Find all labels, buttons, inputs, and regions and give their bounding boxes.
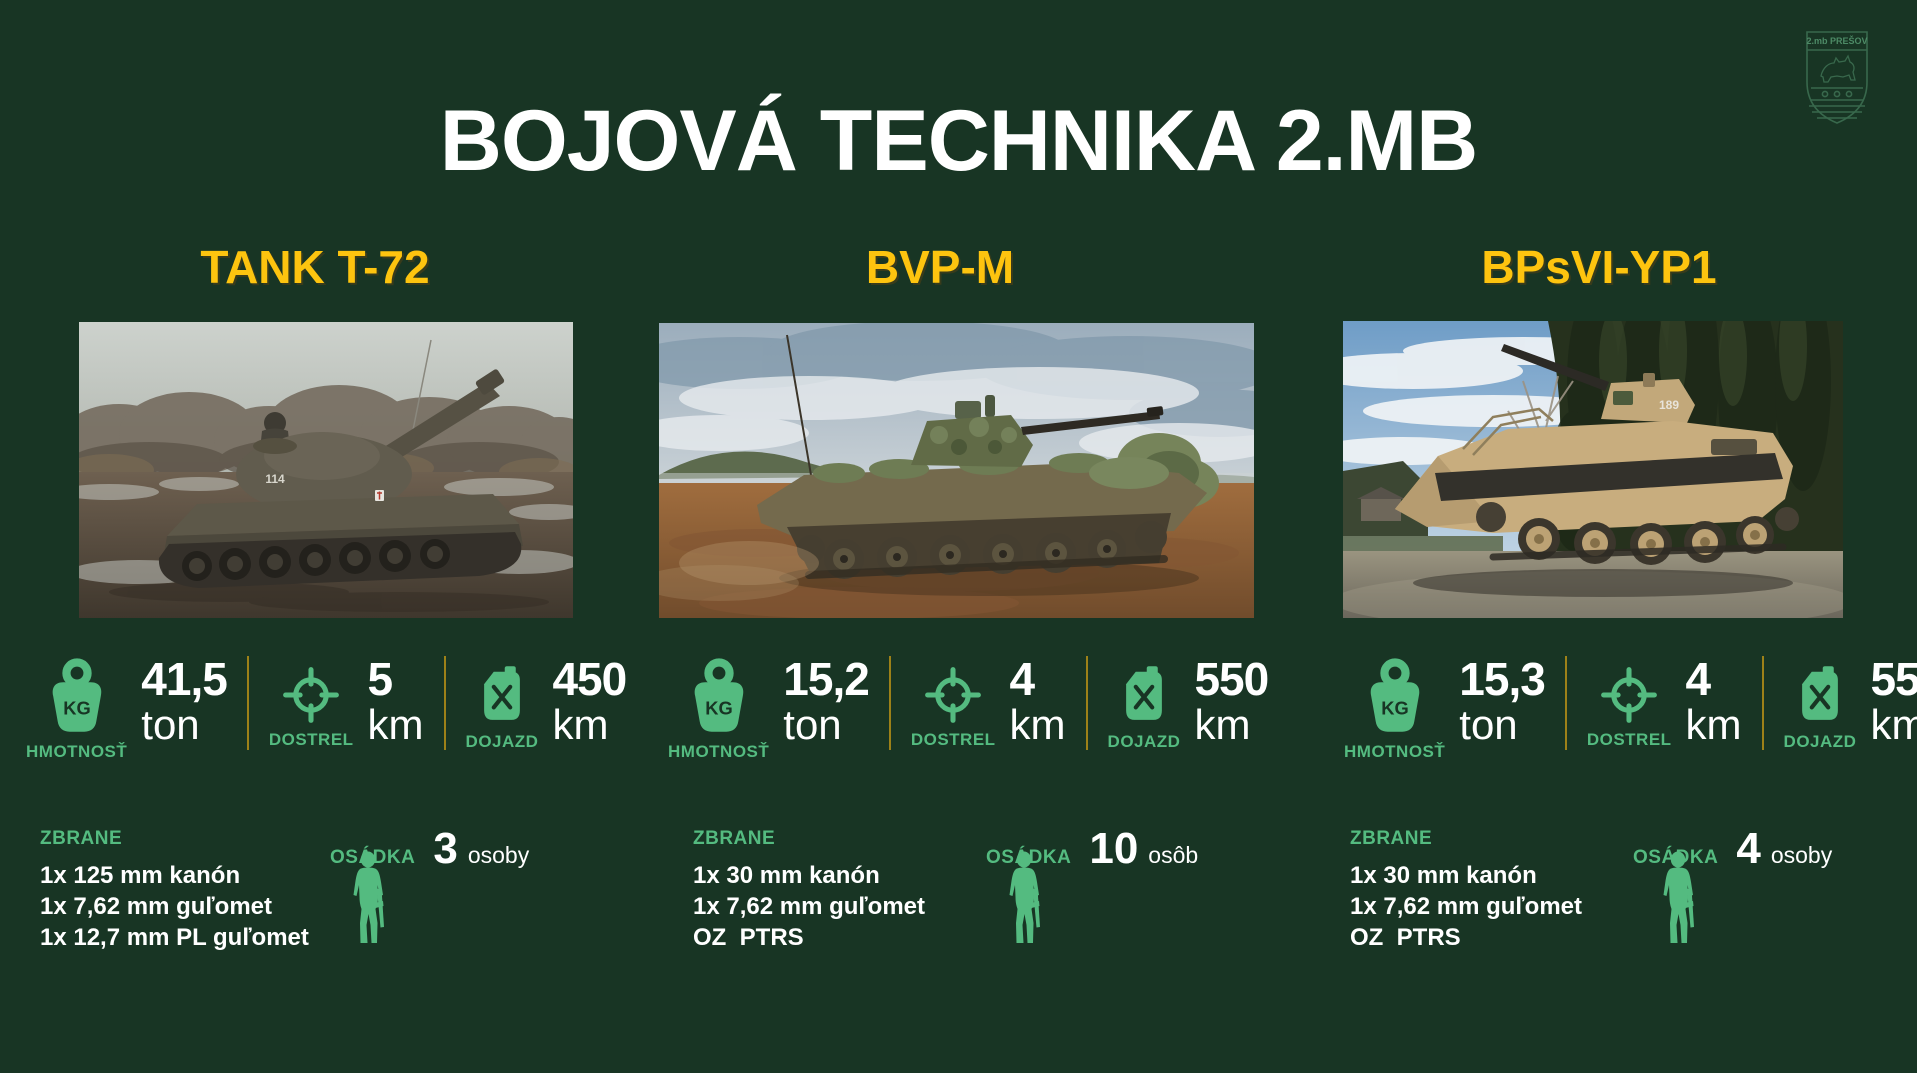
fuel-can-icon — [484, 666, 520, 720]
weapons-label: ZBRANE — [1350, 828, 1433, 849]
weapons-t72: ZBRANE 1x 125 mm kanón 1x 7,62 mm guľome… — [40, 828, 360, 953]
kg-text: KG — [63, 697, 91, 718]
kettlebell-weight-icon: KG — [694, 658, 743, 732]
weapon-item: OZ PTRS — [693, 924, 804, 951]
bpsvi-silhouette: 189 — [1395, 344, 1799, 597]
stat-weight: KG HMOTNOSŤ 15,3 ton — [1344, 653, 1546, 762]
page-title: BOJOVÁ TECHNIKA 2.MB — [439, 93, 1479, 189]
brigade-crest-icon: 2.mb PREŠOV — [1806, 31, 1868, 124]
stat-fuel-range: DOJAZD 450 km — [465, 653, 628, 752]
stats-row-bvpm: KG HMOTNOSŤ 15,2 ton DOSTREL — [668, 653, 1270, 762]
stat-range: DOSTREL 4 km — [1587, 656, 1742, 750]
stat-unit: km — [1009, 700, 1066, 748]
target-crosshair-icon — [283, 667, 340, 723]
stat-unit: ton — [141, 700, 200, 748]
stat-value: 4 — [1685, 653, 1712, 705]
stat-range: DOSTREL 4 km — [911, 656, 1066, 750]
stat-unit: ton — [1459, 700, 1518, 748]
weapon-item: 1x 7,62 mm guľomet — [40, 893, 272, 920]
vehicle-title-bpsvi: BPsVI-YP1 — [1481, 241, 1717, 293]
stat-unit: km — [1194, 700, 1251, 748]
stat-value: 450 — [552, 653, 627, 705]
weapons-label: ZBRANE — [40, 828, 123, 849]
stat-value: 5 — [367, 653, 394, 705]
divider — [1085, 656, 1088, 750]
stat-value: 15,2 — [783, 653, 870, 705]
weapon-item: 1x 7,62 mm guľomet — [1350, 893, 1582, 920]
weapon-item: 1x 7,62 mm guľomet — [693, 893, 925, 920]
stat-value: 4 — [1009, 653, 1036, 705]
stat-label: DOJAZD — [1107, 732, 1181, 751]
stat-value: 15,3 — [1459, 653, 1546, 705]
vehicle-title-t72: TANK T-72 — [200, 241, 430, 293]
stat-value: 41,5 — [141, 653, 228, 705]
weapons-bvpm: ZBRANE 1x 30 mm kanón 1x 7,62 mm guľomet… — [693, 828, 1013, 953]
target-crosshair-icon — [925, 667, 982, 723]
crew-unit: osôb — [1148, 842, 1199, 868]
crew-value: 3 — [433, 824, 458, 873]
stat-unit: ton — [783, 700, 842, 748]
stat-unit: km — [1870, 700, 1917, 748]
fuel-can-icon — [1126, 666, 1162, 720]
stat-unit: km — [552, 700, 609, 748]
photo-bvp-m — [659, 323, 1254, 618]
weapon-item: 1x 125 mm kanón — [40, 862, 241, 889]
stat-label: HMOTNOSŤ — [1344, 742, 1446, 761]
logo-unit-text: 2.mb PREŠOV — [1806, 35, 1867, 46]
soldier-icon — [353, 851, 384, 943]
stat-label: HMOTNOSŤ — [26, 742, 128, 761]
kg-text: KG — [705, 697, 733, 718]
stat-fuel-range: DOJAZD 550 km — [1784, 656, 1917, 752]
stat-label: HMOTNOSŤ — [668, 742, 770, 761]
stat-weight: KG HMOTNOSŤ 15,2 ton — [668, 653, 870, 762]
target-crosshair-icon — [1601, 667, 1658, 723]
weapons-bpsvi: ZBRANE 1x 30 mm kanón 1x 7,62 mm guľomet… — [1350, 828, 1670, 953]
divider — [888, 656, 891, 750]
stat-value: 550 — [1194, 653, 1269, 705]
crew-value: 4 — [1736, 824, 1761, 873]
kg-text: KG — [1381, 697, 1409, 718]
divider — [443, 656, 446, 750]
weapon-item: 1x 30 mm kanón — [1350, 862, 1537, 889]
vehicle-title-bvpm: BVP-M — [865, 241, 1015, 293]
t72-tank-silhouette: 114 — [158, 339, 523, 588]
stat-label: DOSTREL — [268, 730, 354, 749]
stat-range: DOSTREL 5 km — [269, 656, 424, 750]
stat-fuel-range: DOJAZD 550 km — [1107, 653, 1270, 752]
divider — [246, 656, 249, 750]
stat-label: DOJAZD — [1783, 732, 1857, 751]
bvp-m-silhouette — [659, 334, 1219, 601]
weapon-item: 1x 30 mm kanón — [693, 862, 880, 889]
weapon-item: OZ PTRS — [1350, 924, 1461, 951]
kettlebell-weight-icon: KG — [1370, 658, 1419, 732]
divider — [1761, 656, 1764, 750]
stats-row-t72: KG HMOTNOSŤ 41,5 ton DOSTREL — [26, 653, 628, 762]
turret-number: 114 — [265, 472, 285, 486]
photo-tank-t72: 114 — [79, 322, 573, 618]
stat-label: DOJAZD — [465, 732, 539, 751]
turret-number: 189 — [1659, 398, 1679, 412]
crew-t72: OSÁDKA 3 osoby — [330, 824, 529, 874]
stat-unit: km — [1685, 700, 1742, 748]
weapons-label: ZBRANE — [693, 828, 776, 849]
stat-value: 550 — [1870, 653, 1917, 705]
stat-label: DOSTREL — [910, 730, 996, 749]
crew-value: 10 — [1089, 824, 1139, 873]
divider — [1564, 656, 1567, 750]
stat-label: DOSTREL — [1586, 730, 1672, 749]
weapon-item: 1x 12,7 mm PL guľomet — [40, 924, 309, 951]
crew-unit: osoby — [467, 842, 530, 868]
fuel-can-icon — [1802, 666, 1838, 720]
stats-row-bpsvi: KG HMOTNOSŤ 15,3 ton DOSTREL — [1344, 656, 1917, 762]
stat-weight: KG HMOTNOSŤ 41,5 ton — [26, 653, 228, 762]
kettlebell-weight-icon: KG — [52, 658, 101, 732]
soldier-icon — [1009, 851, 1040, 943]
crew-unit: osoby — [1770, 842, 1833, 868]
stat-unit: km — [367, 700, 424, 748]
soldier-icon — [1663, 851, 1694, 943]
photo-bpsvi-yp1: 189 — [1343, 321, 1843, 618]
